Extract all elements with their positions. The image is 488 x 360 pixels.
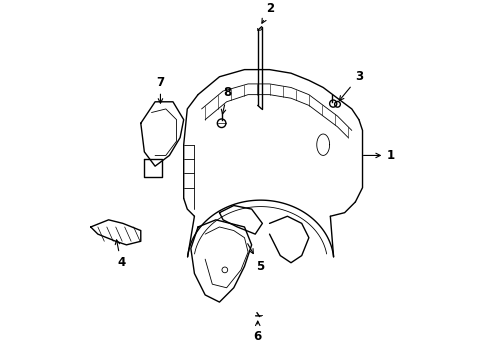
Text: 2: 2 (262, 2, 274, 23)
Text: 3: 3 (339, 70, 362, 100)
Text: 4: 4 (115, 240, 125, 269)
Text: 1: 1 (363, 149, 394, 162)
Text: 8: 8 (221, 86, 231, 114)
Text: 7: 7 (156, 76, 164, 103)
Text: 5: 5 (247, 244, 264, 273)
Text: 6: 6 (253, 321, 261, 343)
